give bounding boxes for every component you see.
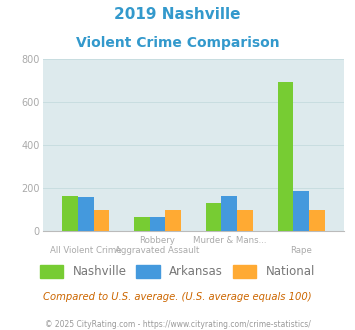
- Bar: [165, 210, 181, 231]
- Text: All Violent Crime: All Violent Crime: [50, 246, 121, 255]
- Text: Rape: Rape: [290, 246, 312, 255]
- Legend: Nashville, Arkansas, National: Nashville, Arkansas, National: [40, 265, 315, 278]
- Text: Murder & Mans...: Murder & Mans...: [193, 236, 266, 245]
- Bar: [309, 210, 325, 231]
- Bar: [150, 217, 165, 231]
- Text: © 2025 CityRating.com - https://www.cityrating.com/crime-statistics/: © 2025 CityRating.com - https://www.city…: [45, 320, 310, 329]
- Text: Aggravated Assault: Aggravated Assault: [115, 246, 200, 255]
- Text: Compared to U.S. average. (U.S. average equals 100): Compared to U.S. average. (U.S. average …: [43, 292, 312, 302]
- Text: 2019 Nashville: 2019 Nashville: [114, 7, 241, 21]
- Bar: [206, 203, 222, 231]
- Bar: [293, 191, 309, 231]
- Bar: [134, 217, 150, 231]
- Text: Robbery: Robbery: [140, 236, 175, 245]
- Bar: [78, 197, 94, 231]
- Bar: [62, 196, 78, 231]
- Text: Violent Crime Comparison: Violent Crime Comparison: [76, 36, 279, 50]
- Bar: [237, 210, 253, 231]
- Bar: [278, 82, 293, 231]
- Bar: [222, 196, 237, 231]
- Bar: [94, 210, 109, 231]
